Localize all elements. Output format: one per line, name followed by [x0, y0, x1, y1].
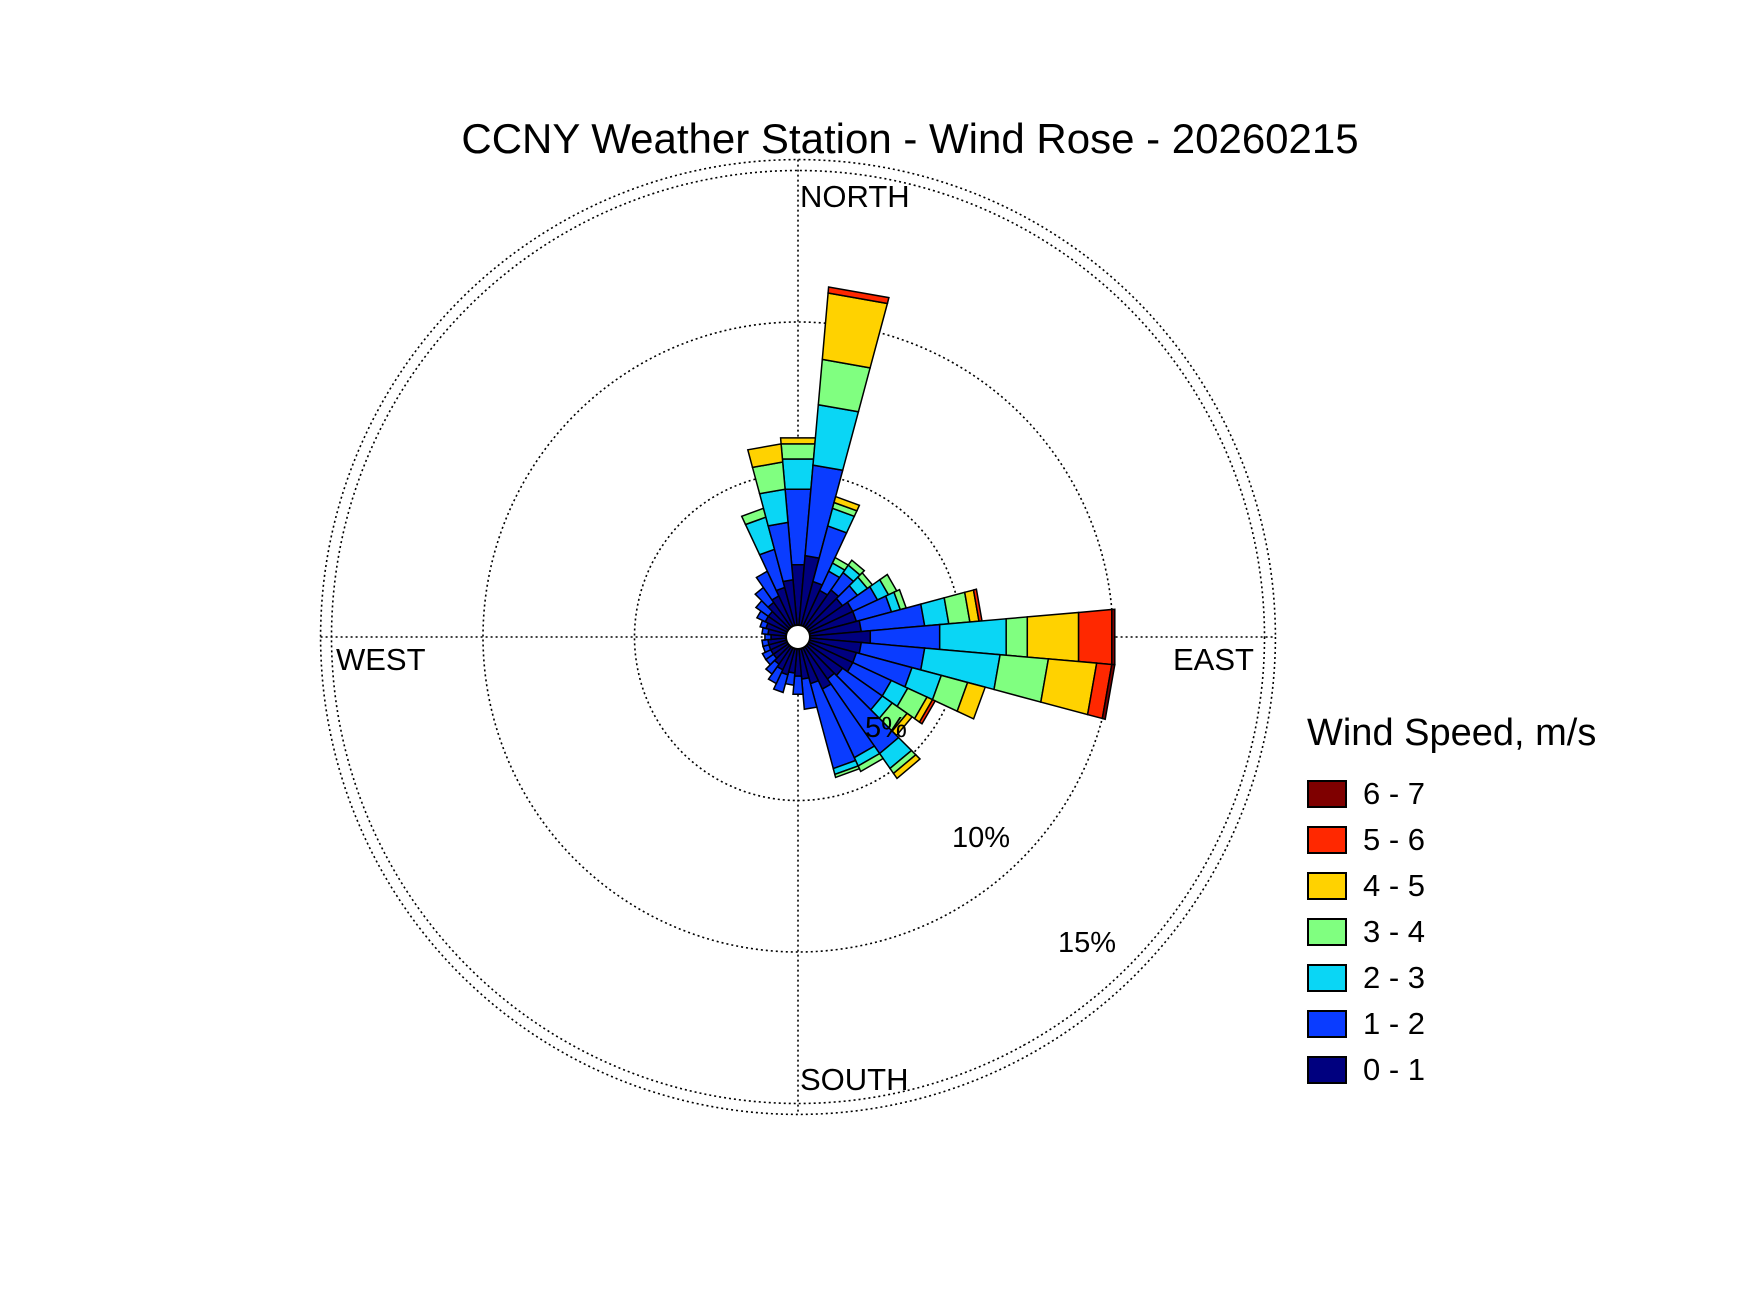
- center-hole: [785, 624, 811, 650]
- legend-item: 3 - 4: [1307, 909, 1596, 955]
- bar-segment-dir140-bin4: [892, 753, 922, 780]
- legend-swatch: [1307, 964, 1347, 992]
- legend-items: 6 - 7 5 - 6 4 - 5 3 - 4 2 - 3 1 - 2 0 - 1: [1307, 771, 1596, 1093]
- legend-item: 5 - 6: [1307, 817, 1596, 863]
- bar-segment-dir90-bin3: [1005, 616, 1029, 658]
- legend-item: 4 - 5: [1307, 863, 1596, 909]
- bar-segment-dir90-bin4: [1026, 611, 1080, 663]
- bar-segment-dir150-bin3: [857, 752, 885, 773]
- ring-label-5: 5%: [865, 712, 907, 744]
- bar-segment-dir0-bin2: [781, 458, 815, 490]
- bar-segment-dir100-bin3: [993, 653, 1050, 704]
- bar-segment-dir260-bin1: [761, 638, 770, 648]
- compass-label-north: NORTH: [800, 179, 910, 214]
- legend-item: 6 - 7: [1307, 771, 1596, 817]
- compass-label-east: EAST: [1173, 642, 1254, 677]
- wind-rose-bars: [740, 286, 1116, 780]
- legend-label: 4 - 5: [1363, 868, 1426, 903]
- bar-segment-dir40-bin3: [847, 559, 866, 577]
- bar-segment-dir10-bin5: [827, 286, 890, 305]
- legend-swatch: [1307, 826, 1347, 854]
- bar-segment-dir90-bin5: [1077, 608, 1113, 666]
- bar-segment-dir110-bin4: [956, 681, 987, 720]
- bar-segment-dir120-bin5: [918, 698, 937, 725]
- bar-segment-dir0-bin4: [779, 437, 817, 445]
- bar-segment-dir210-bin1: [767, 665, 784, 685]
- bar-segment-dir20-bin4: [833, 495, 861, 512]
- ring-label-10: 10%: [952, 822, 1010, 854]
- legend-swatch: [1307, 1010, 1347, 1038]
- bar-segment-dir90-bin6: [1111, 608, 1116, 666]
- legend-label: 5 - 6: [1363, 822, 1426, 857]
- legend-label: 0 - 1: [1363, 1052, 1426, 1087]
- legend-label: 3 - 4: [1363, 914, 1426, 949]
- bar-segment-dir350-bin4: [746, 443, 784, 469]
- bar-segment-dir10-bin2: [812, 403, 860, 472]
- ring-15.36: [319, 158, 1277, 1116]
- legend-swatch: [1307, 918, 1347, 946]
- legend-label: 1 - 2: [1363, 1006, 1426, 1041]
- compass-axes: [320, 159, 1276, 1115]
- bar-segment-dir160-bin3: [833, 765, 861, 779]
- ring-label-15: 15%: [1058, 927, 1116, 959]
- legend: Wind Speed, m/s 6 - 7 5 - 6 4 - 5 3 - 4 2 - …: [1307, 712, 1596, 1093]
- bar-segment-dir180-bin1: [792, 675, 804, 695]
- legend-label: 2 - 3: [1363, 960, 1426, 995]
- bar-segment-dir0-bin3: [780, 443, 816, 460]
- bar-segment-dir10-bin4: [821, 292, 889, 369]
- legend-item: 0 - 1: [1307, 1047, 1596, 1093]
- bar-segment-dir100-bin6: [1101, 663, 1116, 721]
- legend-swatch: [1307, 1056, 1347, 1084]
- legend-item: 2 - 3: [1307, 955, 1596, 1001]
- legend-swatch: [1307, 872, 1347, 900]
- legend-label: 6 - 7: [1363, 776, 1426, 811]
- compass-label-south: SOUTH: [800, 1062, 909, 1097]
- bar-segment-dir220-bin1: [764, 659, 781, 676]
- legend-title: Wind Speed, m/s: [1307, 712, 1597, 754]
- bar-segment-dir240-bin1: [761, 648, 775, 661]
- bar-segment-dir170-bin1: [800, 677, 818, 711]
- legend-swatch: [1307, 780, 1347, 808]
- bar-segment-dir200-bin1: [772, 671, 789, 694]
- chart-title: CCNY Weather Station - Wind Rose - 20260…: [461, 115, 1359, 162]
- compass-label-west: WEST: [336, 642, 426, 677]
- legend-item: 1 - 2: [1307, 1001, 1596, 1047]
